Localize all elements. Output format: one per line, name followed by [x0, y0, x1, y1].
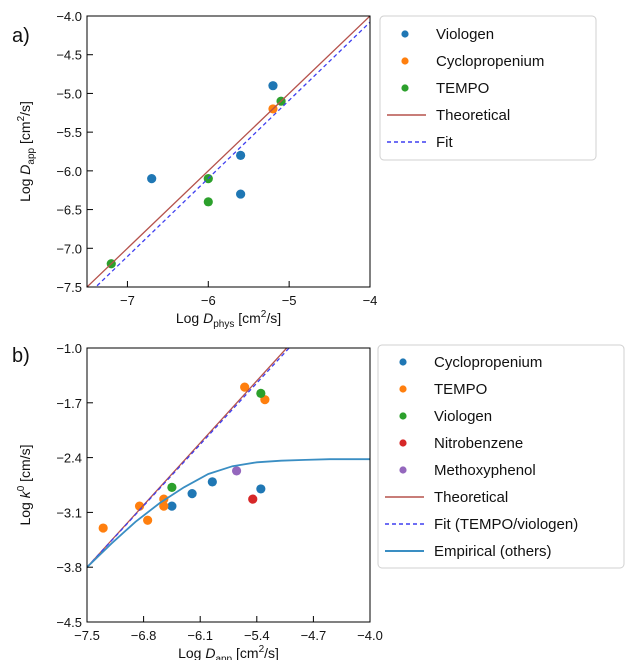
x-axis-label: Log Dphys [cm2/s]	[176, 309, 281, 330]
y-tick-label: −1.0	[56, 341, 82, 356]
legend-label: Cyclopropenium	[434, 354, 542, 371]
y-tick-label: −6.5	[56, 203, 82, 218]
legend-label: Methoxyphenol	[434, 462, 536, 479]
point-viologen	[147, 174, 157, 184]
legend-item: Methoxyphenol	[399, 462, 536, 479]
x-tick-label: −6.8	[131, 628, 157, 643]
legend-marker	[399, 412, 407, 420]
legend-label: Viologen	[434, 408, 492, 425]
panel-label: b)	[12, 345, 30, 367]
y-tick-label: −4.5	[56, 48, 82, 63]
y-tick-label: −4.5	[56, 615, 82, 630]
plot-frame	[86, 15, 371, 288]
legend-item: Cyclopropenium	[399, 354, 542, 371]
panel-a-chart: a) −7 −6 −5 −4 −7.5 −7.0 −6.5 −6.0 −5.5 −5.0 −4.5 −4…	[12, 9, 597, 330]
plot-frame	[86, 347, 371, 623]
x-tick-label: −5.4	[244, 628, 270, 643]
legend-item: Nitrobenzene	[399, 435, 523, 452]
legend-label: TEMPO	[436, 80, 489, 97]
legend-marker	[399, 358, 407, 366]
series-line-empirical-others-	[87, 458, 370, 568]
y-tick-label: −5.5	[56, 125, 82, 140]
legend-item: Viologen	[399, 408, 492, 425]
legend-marker	[401, 57, 409, 65]
legend-label: Cyclopropenium	[436, 53, 544, 70]
point-tempo	[143, 515, 153, 525]
y-tick-label: −2.4	[56, 451, 82, 466]
legend-item: TEMPO	[401, 80, 489, 97]
y-tick-label: −6.0	[56, 164, 82, 179]
legend-label: TEMPO	[434, 381, 487, 398]
y-tick-label: −1.7	[56, 396, 82, 411]
legend-item: Empirical (others)	[385, 543, 552, 560]
legend-label: Fit	[436, 134, 453, 151]
point-tempo	[98, 523, 108, 533]
point-tempo	[203, 197, 213, 207]
legend-marker	[399, 466, 407, 474]
x-tick-label: −4.7	[301, 628, 327, 643]
series-line-fit	[94, 21, 370, 287]
series-line-theoretical	[87, 16, 370, 287]
point-viologen	[268, 81, 278, 91]
legend: Cyclopropenium TEMPO Viologen Nitrobenzene M…	[377, 344, 625, 569]
y-tick-label: −7.5	[56, 280, 82, 295]
point-viologen	[236, 150, 246, 160]
legend-marker	[401, 84, 409, 92]
legend-marker	[399, 385, 407, 393]
legend-label: Empirical (others)	[434, 543, 552, 560]
point-methoxyphenol	[231, 466, 242, 476]
y-tick-label: −7.0	[56, 241, 82, 256]
y-axis-label: Log Dapp [cm2/s]	[16, 101, 37, 202]
x-tick-label: −4	[363, 293, 378, 308]
x-tick-label: −6.1	[187, 628, 213, 643]
point-viologen	[256, 388, 266, 399]
point-cyclopropenium	[256, 484, 266, 494]
point-tempo	[159, 501, 169, 511]
x-tick-label: −7	[120, 293, 135, 308]
x-tick-label: −4.0	[357, 628, 383, 643]
x-tick-label: −5	[282, 293, 297, 308]
legend-item: TEMPO	[399, 381, 487, 398]
legend-label: Theoretical	[434, 489, 508, 506]
x-axis-label: Log Dapp [cm2/s]	[178, 644, 279, 660]
legend-label: Viologen	[436, 26, 494, 43]
y-tick-label: −5.0	[56, 86, 82, 101]
x-tick-label: −6	[201, 293, 216, 308]
point-viologen	[236, 189, 246, 199]
legend: Viologen Cyclopropenium TEMPO Theoretical Fi…	[379, 15, 597, 161]
legend-label: Theoretical	[436, 107, 510, 124]
legend-item: Fit (TEMPO/viologen)	[385, 516, 578, 533]
legend-item: Theoretical	[385, 489, 508, 506]
legend-item: Fit	[387, 134, 453, 151]
point-cyclopropenium	[167, 501, 177, 511]
legend-marker	[399, 439, 407, 447]
legend-item: Viologen	[401, 26, 494, 43]
legend-label: Fit (TEMPO/viologen)	[434, 516, 578, 533]
point-viologen	[167, 482, 177, 492]
legend-box	[379, 15, 597, 161]
y-tick-label: −3.1	[56, 505, 82, 520]
point-cyclopropenium	[207, 477, 217, 487]
legend-marker	[401, 30, 409, 38]
x-tick-label: −7.5	[74, 628, 100, 643]
legend-label: Nitrobenzene	[434, 435, 523, 452]
legend-item: Theoretical	[387, 107, 510, 124]
point-cyclopropenium	[187, 489, 197, 499]
y-axis-label: Log k0 [cm/s]	[16, 444, 33, 525]
y-tick-label: −4.0	[56, 9, 82, 24]
y-tick-label: −3.8	[56, 560, 82, 575]
legend-item: Cyclopropenium	[401, 53, 544, 70]
legend-box	[377, 344, 625, 569]
series-line-fit-tempo-viologen-	[87, 348, 290, 568]
point-tempo	[240, 382, 250, 392]
point-nitrobenzene	[248, 494, 258, 504]
panel-label: a)	[12, 25, 30, 47]
panel-b-chart: b) −7.5 −6.8 −6.1 −5.4 −4.7 −4.0 −4.5 −3.8 −3.1 −2…	[12, 341, 625, 660]
